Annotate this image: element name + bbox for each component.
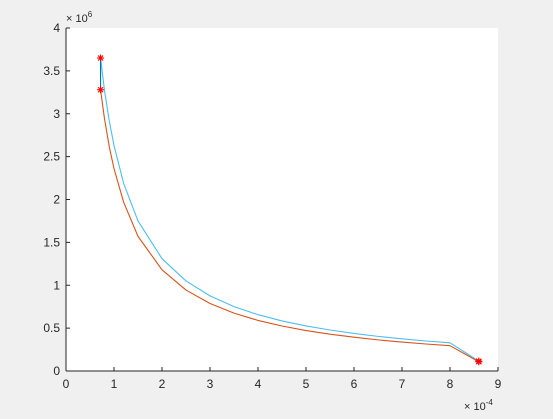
x-tick-label: 9 xyxy=(495,377,502,391)
marker-layer xyxy=(97,54,483,366)
x-tick-label: 7 xyxy=(399,377,406,391)
x-exponent-power: -4 xyxy=(486,398,494,407)
x-tick-label: 3 xyxy=(207,377,214,391)
y-exponent-label: × 106 xyxy=(66,10,93,25)
y-tick-label: 3.5 xyxy=(43,64,60,78)
series-line-2 xyxy=(100,89,480,363)
y-tick-label: 2 xyxy=(53,193,60,207)
y-tick-label: 1 xyxy=(53,278,60,292)
x-tick-label: 6 xyxy=(351,377,358,391)
x-exponent-prefix: × 10 xyxy=(464,401,486,413)
data-point-marker xyxy=(97,54,105,62)
y-tick-label: 0.5 xyxy=(43,321,60,335)
series-line-1 xyxy=(100,57,480,362)
x-exponent-label: × 10-4 xyxy=(464,398,493,413)
y-tick-label: 3 xyxy=(53,107,60,121)
x-tick-label: 8 xyxy=(447,377,454,391)
y-tick-label: 1.5 xyxy=(43,235,60,249)
y-tick-label: 2.5 xyxy=(43,150,60,164)
plot-area xyxy=(66,28,498,371)
y-exponent-power: 6 xyxy=(88,10,93,19)
y-tick-label: 0 xyxy=(53,364,60,378)
data-point-marker xyxy=(475,358,483,366)
y-exponent-prefix: × 10 xyxy=(66,13,88,25)
x-tick-layer: 0 1 2 3 4 5 6 7 8 9 xyxy=(63,367,502,391)
x-tick-label: 1 xyxy=(111,377,118,391)
data-point-marker xyxy=(97,86,105,94)
x-tick-label: 2 xyxy=(159,377,166,391)
x-tick-label: 5 xyxy=(303,377,310,391)
y-tick-layer: 0 0.5 1 1.5 2 2.5 3 3.5 4 xyxy=(43,21,70,378)
series-layer xyxy=(100,57,480,363)
x-tick-label: 4 xyxy=(255,377,262,391)
y-tick-label: 4 xyxy=(53,21,60,35)
x-tick-label: 0 xyxy=(63,377,70,391)
